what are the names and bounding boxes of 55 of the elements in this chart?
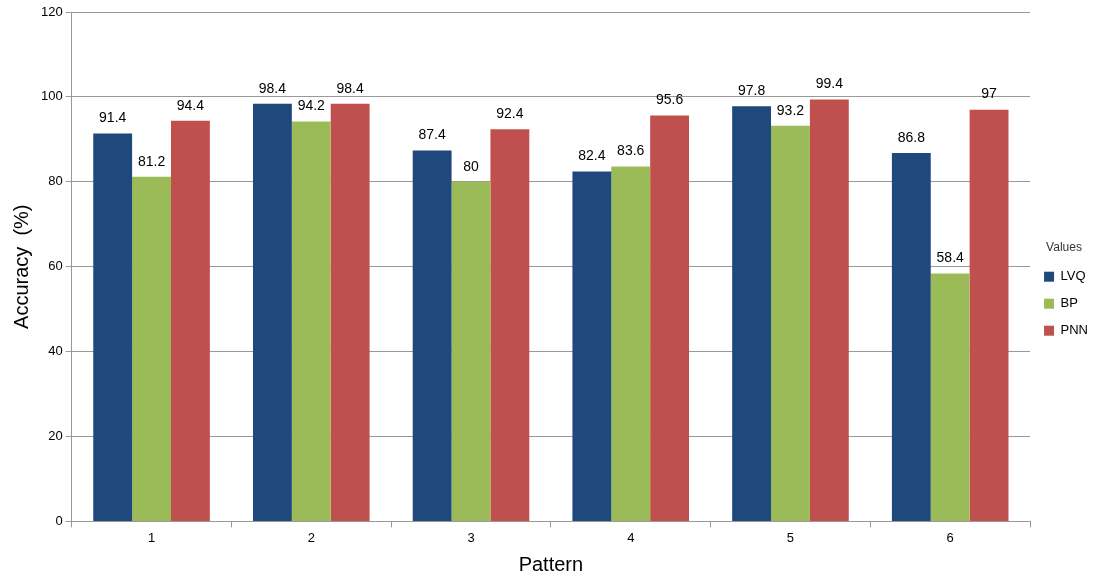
- data-label: 86.8: [897, 128, 926, 145]
- bar: [771, 125, 810, 521]
- legend-title: Values: [1046, 240, 1082, 255]
- data-label: 98.4: [336, 79, 364, 96]
- data-label: 82.4: [578, 147, 606, 164]
- data-label: 97: [981, 85, 998, 102]
- y-tick-label: 100: [40, 88, 63, 104]
- data-label: 87.4: [418, 126, 446, 143]
- bar: [451, 181, 491, 521]
- legend-label: LVQ: [1060, 268, 1086, 284]
- bar: [572, 171, 612, 521]
- data-label: 83.6: [617, 142, 645, 159]
- data-label: 93.2: [776, 101, 805, 118]
- legend-label: BP: [1060, 295, 1078, 311]
- bar: [291, 121, 331, 521]
- bar: [330, 103, 370, 521]
- bar: [490, 129, 530, 521]
- x-tick-label: 4: [627, 529, 635, 545]
- bar: [611, 166, 651, 521]
- data-label: 97.8: [737, 82, 766, 99]
- data-label: 95.6: [655, 91, 684, 108]
- data-label: 92.4: [496, 105, 524, 122]
- data-label: 58.4: [936, 249, 965, 266]
- y-tick-label: 0: [55, 512, 63, 528]
- bar: [650, 115, 690, 521]
- data-label: 80: [463, 157, 479, 174]
- bar: [732, 106, 772, 521]
- y-tick-label: 20: [48, 428, 63, 444]
- y-tick-label: 40: [48, 343, 63, 359]
- y-tick-label: 120: [40, 3, 63, 19]
- x-tick-label: 6: [946, 529, 954, 545]
- y-tick-label: 60: [48, 258, 63, 274]
- data-label: 94.2: [297, 97, 326, 114]
- x-axis-title: Pattern: [518, 552, 584, 575]
- bar: [132, 176, 171, 521]
- bar: [93, 133, 133, 521]
- x-tick-label: 5: [786, 529, 795, 545]
- data-label: 94.4: [176, 96, 205, 113]
- bar: [930, 273, 970, 521]
- bar: [412, 150, 452, 521]
- x-tick-label: 2: [307, 529, 315, 545]
- bar: [252, 103, 292, 521]
- data-label: 99.4: [815, 75, 844, 92]
- data-label: 81.2: [137, 152, 166, 169]
- bar: [969, 109, 1009, 521]
- data-label: 98.4: [258, 79, 287, 96]
- legend-label: PNN: [1060, 322, 1089, 338]
- y-tick-label: 80: [48, 173, 63, 189]
- bar: [170, 120, 210, 521]
- x-tick-label: 1: [147, 529, 156, 545]
- bar: [891, 152, 931, 521]
- data-label: 91.4: [99, 109, 127, 126]
- bar: [809, 99, 849, 521]
- x-tick-label: 3: [467, 529, 475, 545]
- y-axis-title: Accuracy (%): [9, 204, 32, 329]
